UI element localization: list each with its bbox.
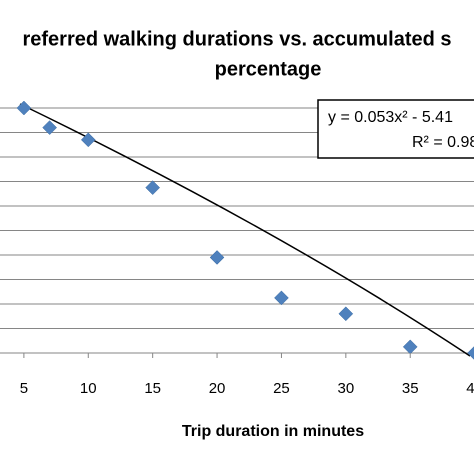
chart-title: percentage [215,58,322,80]
point [209,250,225,265]
point [402,339,418,355]
point [145,180,161,195]
x-tick-label: 20 [209,380,226,397]
chart-title: referred walking durations vs. accumulat… [22,28,451,50]
x-axis-title: Trip duration in minutes [182,423,364,440]
point [274,290,289,306]
point [80,132,96,148]
x-tick-label: 5 [20,380,28,397]
point [338,306,354,322]
point [42,120,57,135]
points [16,100,474,360]
equation-box [317,99,474,159]
x-tick-label: 10 [80,380,97,397]
x-tick-label: 40 [466,380,474,397]
x-tick-label: 30 [337,380,354,397]
x-tick-label: 25 [273,380,290,397]
trendline-equation: y = 0.053x² - 5.41 [328,109,453,126]
x-tick-label: 15 [144,380,161,397]
point [467,346,474,360]
x-tick-label: 35 [402,380,419,397]
trendline-r2: R² = 0.98 [412,134,474,151]
point [16,100,32,116]
